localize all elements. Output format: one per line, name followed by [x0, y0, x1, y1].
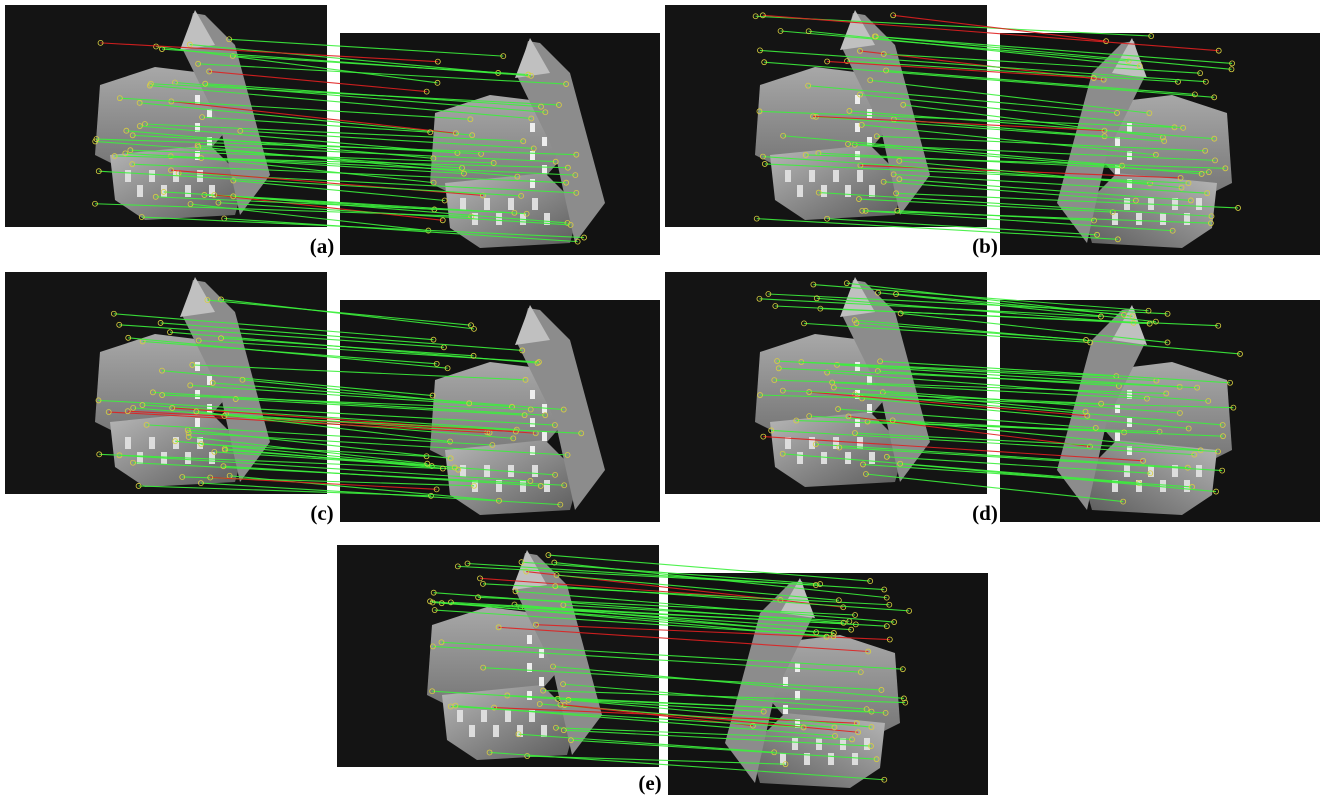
- window: [542, 165, 547, 174]
- window: [792, 738, 798, 750]
- window: [527, 635, 532, 644]
- window: [542, 137, 547, 146]
- window: [457, 710, 463, 722]
- window: [527, 691, 532, 700]
- window: [493, 725, 499, 737]
- window: [460, 465, 466, 477]
- window: [137, 185, 143, 197]
- window: [149, 170, 155, 182]
- window: [532, 465, 538, 477]
- window: [1127, 123, 1132, 132]
- window: [857, 170, 863, 182]
- window: [542, 432, 547, 441]
- window: [1136, 213, 1142, 225]
- panel-label: (a): [310, 234, 335, 258]
- window: [530, 151, 535, 160]
- window: [544, 480, 550, 492]
- window: [539, 677, 544, 686]
- window: [137, 452, 143, 464]
- window: [821, 452, 827, 464]
- window: [1115, 432, 1120, 441]
- window: [821, 185, 827, 197]
- window: [125, 170, 131, 182]
- window: [209, 452, 215, 464]
- window: [797, 185, 803, 197]
- window: [1124, 465, 1130, 477]
- window: [530, 446, 535, 455]
- window: [809, 170, 815, 182]
- panel: (b): [665, 5, 1320, 258]
- window: [833, 437, 839, 449]
- window: [125, 437, 131, 449]
- window: [785, 170, 791, 182]
- window: [484, 198, 490, 210]
- window: [496, 213, 502, 225]
- window: [530, 418, 535, 427]
- window: [469, 725, 475, 737]
- window: [195, 418, 200, 427]
- window: [867, 109, 872, 118]
- window: [207, 404, 212, 413]
- window: [530, 123, 535, 132]
- panel: (c): [5, 272, 660, 525]
- window: [520, 480, 526, 492]
- window: [541, 725, 547, 737]
- window: [1160, 213, 1166, 225]
- window: [852, 753, 858, 765]
- panel-label: (e): [638, 771, 661, 795]
- window: [783, 705, 788, 714]
- panel: (a): [5, 5, 660, 258]
- window: [530, 390, 535, 399]
- window: [1196, 465, 1202, 477]
- window: [505, 710, 511, 722]
- window: [197, 170, 203, 182]
- window: [797, 452, 803, 464]
- window: [845, 452, 851, 464]
- panel: (d): [665, 272, 1320, 525]
- window: [460, 198, 466, 210]
- window: [532, 198, 538, 210]
- panel: (e): [337, 545, 988, 795]
- window: [1196, 198, 1202, 210]
- window: [517, 725, 523, 737]
- panel-label: (c): [310, 501, 333, 525]
- window: [481, 710, 487, 722]
- window: [855, 95, 860, 104]
- window: [149, 437, 155, 449]
- window: [508, 198, 514, 210]
- panel-label: (d): [972, 501, 998, 525]
- window: [185, 185, 191, 197]
- window: [795, 663, 800, 672]
- window: [869, 452, 875, 464]
- figure: (a) (b) (c) (d) (e): [0, 0, 1326, 805]
- window: [484, 465, 490, 477]
- window: [1160, 480, 1166, 492]
- window: [530, 179, 535, 188]
- window: [845, 185, 851, 197]
- panel-label: (b): [972, 234, 998, 258]
- window: [828, 753, 834, 765]
- window: [833, 170, 839, 182]
- page: {"figure": {"panels": [ {"label": "(a)"}…: [0, 0, 1326, 805]
- window: [195, 362, 200, 371]
